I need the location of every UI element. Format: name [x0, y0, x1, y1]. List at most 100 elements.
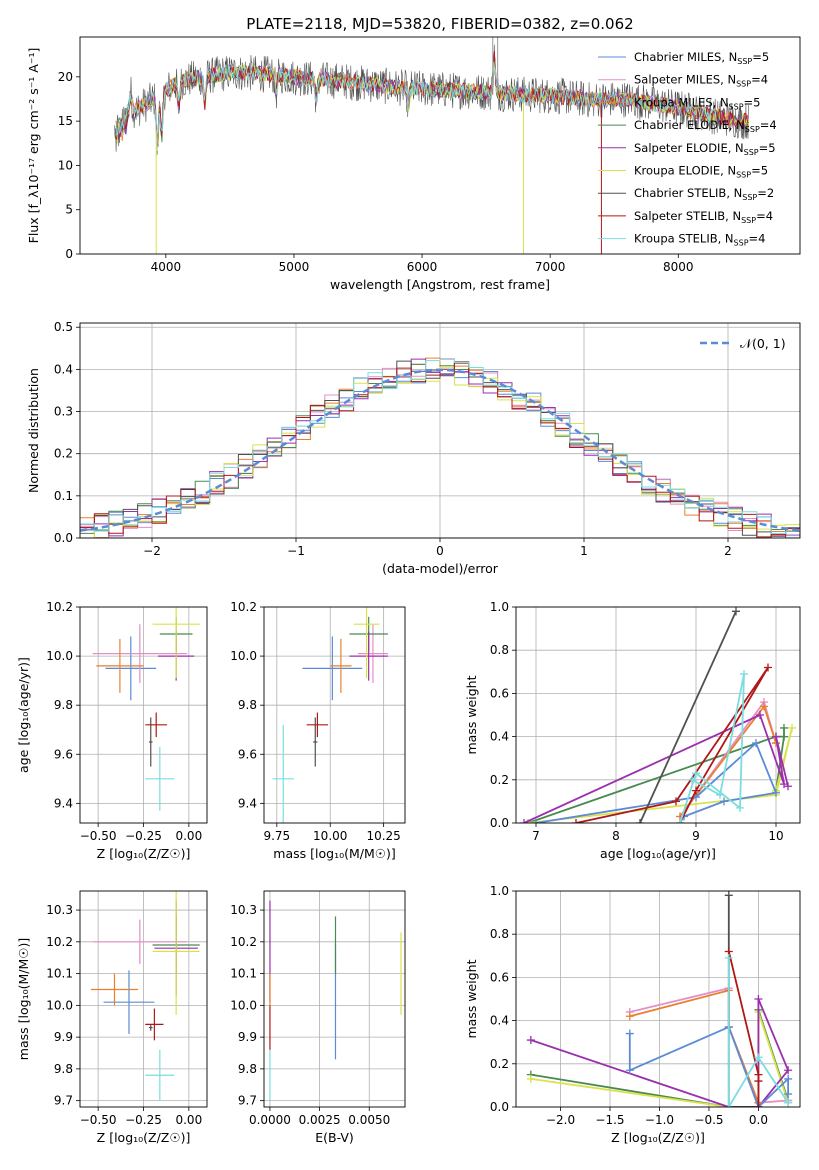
legend-suffix: =4 [756, 209, 773, 223]
legend-entry: Kroupa ELODIE, NSSP=5 [634, 164, 768, 180]
legend-sub: SSP [736, 171, 751, 180]
x-axis-label: wavelength [Angstrom, rest frame] [330, 277, 550, 292]
plot-area [92, 607, 200, 811]
weight-marker [526, 1036, 535, 1045]
mass-vs-Z-panel: −0.50 −0.25 0.00 9.7 9.8 9.9 10.0 10.1 10.2 10.3 Z… [16, 890, 208, 1145]
spectrum-line [114, 51, 749, 146]
x-tick-label: 0.0000 [249, 1113, 291, 1127]
y-tick-label: 9.9 [54, 1030, 73, 1044]
x-tick-label: 10 [768, 829, 783, 843]
y-tick-label: 10.2 [230, 600, 257, 614]
mass-vs-EBV-panel: 0.0000 0.0025 0.0050 9.7 9.8 9.9 10.0 10.1 10.2 1… [230, 890, 406, 1145]
y-tick-label: 9.8 [54, 698, 73, 712]
weight-marker [780, 732, 788, 741]
y-tick-label: 10.2 [230, 935, 257, 949]
y-axis-label: mass weight [464, 959, 479, 1038]
x-tick-label: −0.5 [694, 1113, 723, 1127]
weight-marker [784, 1066, 793, 1075]
y-tick-label: 9.6 [238, 747, 257, 761]
x-tick-label: 10.00 [313, 829, 347, 843]
weight-line [535, 741, 778, 823]
y-tick-label: 1.0 [490, 884, 509, 898]
legend-sub: SSP [734, 239, 749, 248]
spectrum-panel: 4000 5000 6000 7000 8000 0 5 10 15 20 wavelength [… [26, 36, 801, 292]
weight-line [727, 958, 789, 1107]
legend-sub: SSP [745, 125, 760, 134]
x-tick-label: −0.50 [80, 1113, 117, 1127]
weight-marker [754, 995, 763, 1003]
y-axis-label: age [log₁₀(age/yr)] [16, 657, 31, 773]
y-tick-label: 0.8 [490, 643, 509, 657]
y-tick-label: 10.0 [230, 998, 257, 1012]
axes-frame [263, 606, 406, 824]
weight-marker [692, 786, 700, 795]
legend-sub: SSP [741, 216, 756, 225]
weight-line [530, 1011, 789, 1107]
residuals-panel: −2 −1 0 1 2 0.0 0.1 0.2 0.3 0.4 0.5 (data-model)/er… [26, 320, 801, 576]
weight-marker [784, 1090, 793, 1099]
x-tick-label: −1 [287, 544, 305, 558]
weight-line [639, 610, 737, 823]
y-tick-label: 0.8 [490, 927, 509, 941]
weight-marker [572, 819, 580, 823]
x-axis-label: E(B-V) [315, 1130, 354, 1145]
y-tick-label: 10.1 [46, 967, 73, 981]
plot-area [90, 891, 200, 1101]
legend-name: Kroupa MILES, N [634, 95, 729, 109]
y-tick-label: 0 [65, 247, 73, 261]
weight-marker [754, 1103, 763, 1107]
x-axis-label: Z [log₁₀(Z/Z☉)] [97, 1130, 191, 1145]
y-tick-label: 1.0 [490, 600, 509, 614]
weight-line [523, 713, 789, 823]
y-tick-label: 0.1 [54, 489, 73, 503]
legend-suffix: =5 [759, 141, 776, 155]
x-tick-label: 9.75 [263, 829, 290, 843]
x-tick-label: 2 [724, 544, 732, 558]
y-axis-label: Flux [f_λ10⁻¹⁷ erg cm⁻² s⁻¹ A⁻¹] [26, 48, 41, 244]
y-axis-label: Normed distribution [26, 368, 41, 493]
y-tick-label: 9.8 [238, 698, 257, 712]
y-tick-label: 9.4 [238, 796, 257, 810]
weight-marker [716, 790, 724, 799]
weight-marker [720, 797, 728, 806]
plot-area [526, 891, 793, 1107]
legend-entry: Salpeter STELIB, NSSP=4 [634, 209, 773, 225]
x-tick-label: 8000 [663, 260, 694, 274]
weight-marker [784, 782, 792, 791]
y-tick-label: 9.7 [54, 1094, 73, 1108]
weight-marker [724, 1103, 733, 1107]
x-tick-label: 0.00 [175, 829, 202, 843]
histogram-line [80, 358, 800, 534]
weight-line [530, 998, 790, 1107]
legend-sub: SSP [742, 193, 757, 202]
y-tick-label: 10.3 [230, 903, 257, 917]
weight-marker [752, 739, 760, 748]
weight-marker [520, 819, 528, 823]
weight-marker [764, 663, 772, 672]
weight-marker [625, 1029, 634, 1038]
plot-area [114, 37, 750, 254]
legend-sub: SSP [736, 80, 751, 89]
x-tick-label: 0.0 [749, 1113, 768, 1127]
weight-marker [740, 669, 748, 678]
axes-frame [79, 36, 801, 255]
y-tick-label: 10.1 [230, 967, 257, 981]
legend-suffix: =5 [744, 95, 761, 109]
y-tick-label: 10.0 [46, 998, 73, 1012]
y-tick-label: 0.0 [490, 1100, 509, 1114]
legend-entry: 𝒩(0, 1) [740, 336, 786, 351]
legend-name: Salpeter ELODIE, N [634, 141, 744, 155]
x-axis-label: Z [log₁₀(Z/Z☉)] [97, 846, 191, 861]
weight-line [527, 727, 793, 823]
weight-vs-age-panel: 7 8 9 10 0.0 0.2 0.4 0.6 0.8 1.0 age [log₁₀(age/yr… [464, 600, 801, 861]
weight-marker [732, 607, 740, 616]
x-tick-label: −0.25 [125, 1113, 162, 1127]
x-tick-label: 0.0025 [299, 1113, 341, 1127]
legend-name: Salpeter MILES, N [634, 73, 736, 87]
y-tick-label: 0.4 [490, 730, 509, 744]
weight-marker [532, 819, 540, 823]
y-tick-label: 5 [65, 203, 73, 217]
weight-marker [692, 769, 700, 778]
y-tick-label: 0.4 [54, 362, 73, 376]
